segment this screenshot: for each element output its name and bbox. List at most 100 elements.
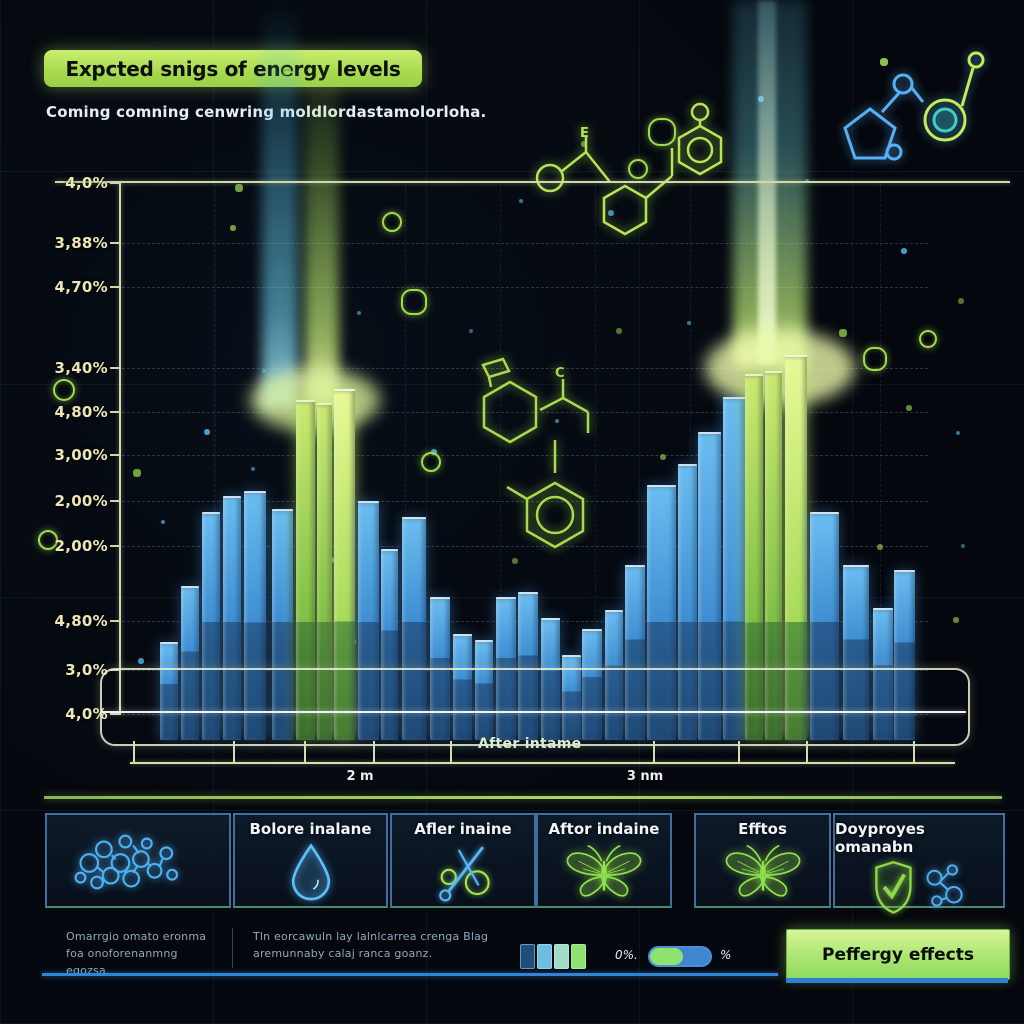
bar-blue [723, 397, 745, 740]
bar-blue [381, 549, 398, 740]
x-scale-tick [304, 741, 306, 762]
x-scale-tick [806, 741, 808, 762]
y-tick-mark [110, 500, 121, 502]
svg-text:E: E [580, 126, 589, 141]
butterfly-icon [696, 838, 829, 906]
decor-ring [421, 452, 441, 472]
particle-stream-left-blue [262, 0, 298, 408]
y-tick-label: 2,00% [54, 537, 108, 555]
energy-effects-button[interactable]: Peffergy effects [786, 929, 1010, 980]
gridline-horizontal [122, 455, 928, 456]
svg-text:C: C [555, 366, 565, 381]
x-axis-region-label: After intame [478, 736, 582, 752]
gridline-vertical [690, 184, 691, 712]
legend-toggle[interactable] [648, 946, 712, 967]
gridline-horizontal [122, 412, 928, 413]
shield-check-icon [835, 856, 1003, 918]
y-tick-label: 4,80% [54, 612, 108, 630]
bar-blue [402, 517, 426, 740]
legend-swatch [520, 944, 535, 969]
legend-swatch [554, 944, 569, 969]
bar-blue [605, 610, 623, 740]
decor-ring [401, 289, 427, 315]
decor-ring [53, 379, 75, 401]
bar-green_bright [785, 354, 807, 740]
bar-green [745, 373, 763, 740]
y-tick-mark [110, 367, 121, 369]
gridline-vertical [595, 184, 596, 712]
decor-ring [38, 530, 58, 550]
legend-panel-molecule [45, 813, 231, 908]
x-scale-tick [133, 741, 135, 762]
y-tick-label: 4,70% [54, 278, 108, 296]
bar-blue [647, 485, 676, 740]
legend-swatch [537, 944, 552, 969]
molecule-cluster-icon [47, 820, 229, 906]
bar-blue [181, 586, 199, 740]
bar-green [317, 402, 332, 740]
y-tick-label: 3,0% [65, 661, 108, 679]
bar-blue [160, 642, 178, 740]
bar-blue [272, 509, 293, 740]
y-tick-label: 4,0% [65, 705, 108, 723]
legend-panel-after-intake-2: Aftor indaine [536, 813, 672, 908]
stream-glow-left [250, 368, 380, 432]
bar-blue [202, 511, 220, 740]
gridline-vertical [880, 184, 881, 712]
y-tick-mark [110, 545, 121, 547]
bar-blue [562, 655, 581, 740]
energy-effects-button-label: Peffergy effects [822, 944, 974, 965]
legend-panel-after-intake-1: Afler inaine [390, 813, 536, 908]
bar-base-container [100, 668, 970, 746]
decor-ring [863, 347, 887, 371]
legend-panel-label: Bolore inalane [249, 820, 372, 838]
x-scale-tick [233, 741, 235, 762]
legend-panel-label: Aftor indaine [548, 820, 660, 838]
x-baseline [102, 711, 966, 713]
bar-blue [453, 634, 472, 740]
bar-blue [843, 565, 869, 740]
toggle-knob [650, 948, 683, 965]
y-tick-label: 4,0% [65, 174, 108, 192]
particle-stream-left-green [305, 40, 339, 408]
gridline-horizontal [122, 546, 928, 547]
y-tick-mark [110, 669, 121, 671]
decor-ring [382, 212, 402, 232]
droplet-icon [235, 838, 386, 906]
butterfly-icon [538, 838, 670, 906]
plot-top-border [55, 181, 1010, 183]
y-tick-mark [110, 411, 121, 413]
y-axis-line [119, 182, 121, 714]
bar-green [296, 400, 315, 740]
legend-panel-label: Doyproyes omanabn [835, 820, 925, 856]
footer-note-2: Tln eorcawuln lay lalnlcarrea crenga Bla… [253, 930, 489, 961]
molecule-small-icon [926, 864, 963, 907]
bar-blue [518, 591, 538, 740]
y-tick-mark [110, 242, 121, 244]
decor-ring [628, 159, 648, 179]
mini-legend-right-label: % [720, 948, 732, 962]
bar-blue [894, 570, 915, 740]
y-tick-label: 4,80% [54, 403, 108, 421]
x-scale-tick [738, 741, 740, 762]
gridline-horizontal [122, 243, 928, 244]
x-scale-label: 3 nm [626, 769, 664, 784]
molecule-structure-top-right-icon [843, 51, 985, 161]
y-tick-mark [110, 182, 121, 184]
molecule-structure-center-icon: E [535, 102, 723, 236]
gridline-vertical [405, 184, 406, 712]
section-divider [44, 796, 1002, 799]
bar-blue [358, 501, 379, 740]
x-scale-tick [373, 741, 375, 762]
y-tick-mark [110, 620, 121, 622]
y-tick-label: 3,40% [54, 359, 108, 377]
mini-legend-left-label: 0%. [615, 948, 638, 962]
bar-blue [541, 618, 560, 740]
bar-blue [475, 639, 493, 740]
footer-note-1: Omarrgio omato eronma foa onoforenanmng … [66, 930, 207, 978]
bar-blue [698, 432, 721, 740]
y-tick-mark [110, 286, 121, 288]
footer-underline [42, 973, 778, 976]
